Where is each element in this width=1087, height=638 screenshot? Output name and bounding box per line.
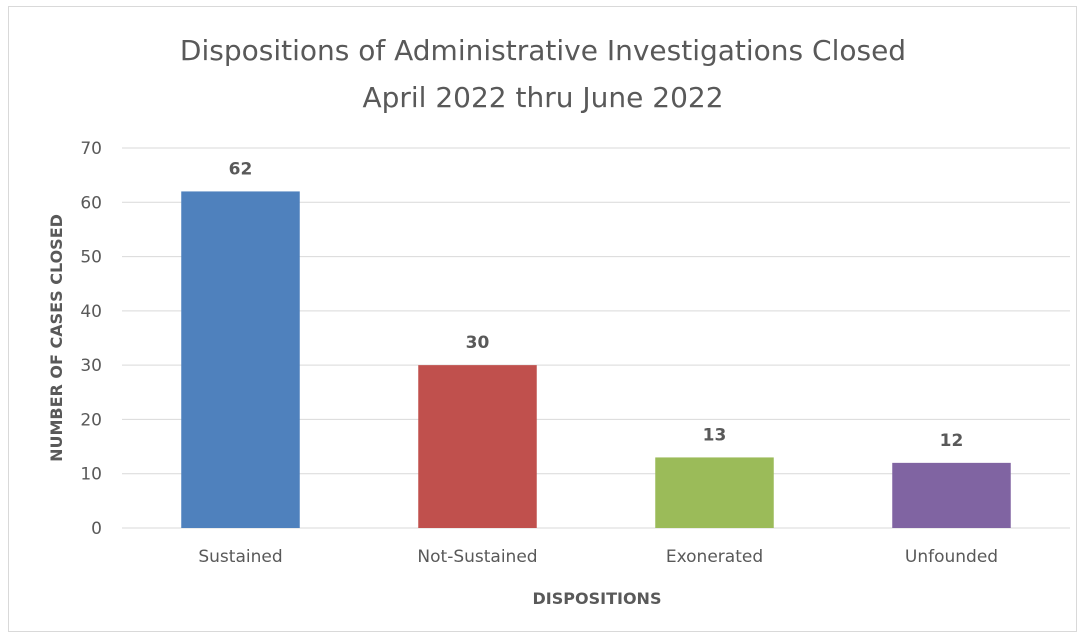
data-label: 13 — [703, 425, 727, 445]
y-tick-label: 0 — [91, 519, 102, 539]
data-label: 30 — [466, 333, 490, 353]
y-tick-label: 40 — [80, 302, 102, 322]
x-tick-label: Exonerated — [666, 547, 763, 567]
x-tick-label: Sustained — [198, 547, 282, 567]
bar-not-sustained — [418, 365, 537, 528]
y-axis-ticks: 0 10 20 30 40 50 60 70 — [80, 139, 102, 539]
x-axis-title: DISPOSITIONS — [533, 589, 662, 608]
x-axis-ticks: Sustained Not-Sustained Exonerated Unfounde… — [198, 547, 998, 567]
y-tick-label: 70 — [80, 139, 102, 159]
x-tick-label: Not-Sustained — [417, 547, 537, 567]
x-tick-label: Unfounded — [905, 547, 998, 567]
bar-exonerated — [655, 457, 774, 528]
data-labels: 62 30 13 12 — [229, 159, 964, 450]
bar-unfounded — [892, 462, 1011, 528]
y-tick-label: 10 — [80, 465, 102, 485]
data-label: 62 — [229, 159, 253, 179]
y-axis-title: NUMBER OF CASES CLOSED — [47, 214, 66, 462]
y-tick-label: 50 — [80, 248, 102, 268]
bar-sustained — [181, 191, 300, 528]
y-tick-label: 30 — [80, 356, 102, 376]
chart-subtitle: April 2022 thru June 2022 — [362, 81, 723, 114]
y-tick-label: 20 — [80, 410, 102, 430]
data-label: 12 — [940, 431, 964, 451]
chart-title: Dispositions of Administrative Investiga… — [180, 34, 906, 67]
bars — [181, 191, 1011, 528]
y-tick-label: 60 — [80, 193, 102, 213]
